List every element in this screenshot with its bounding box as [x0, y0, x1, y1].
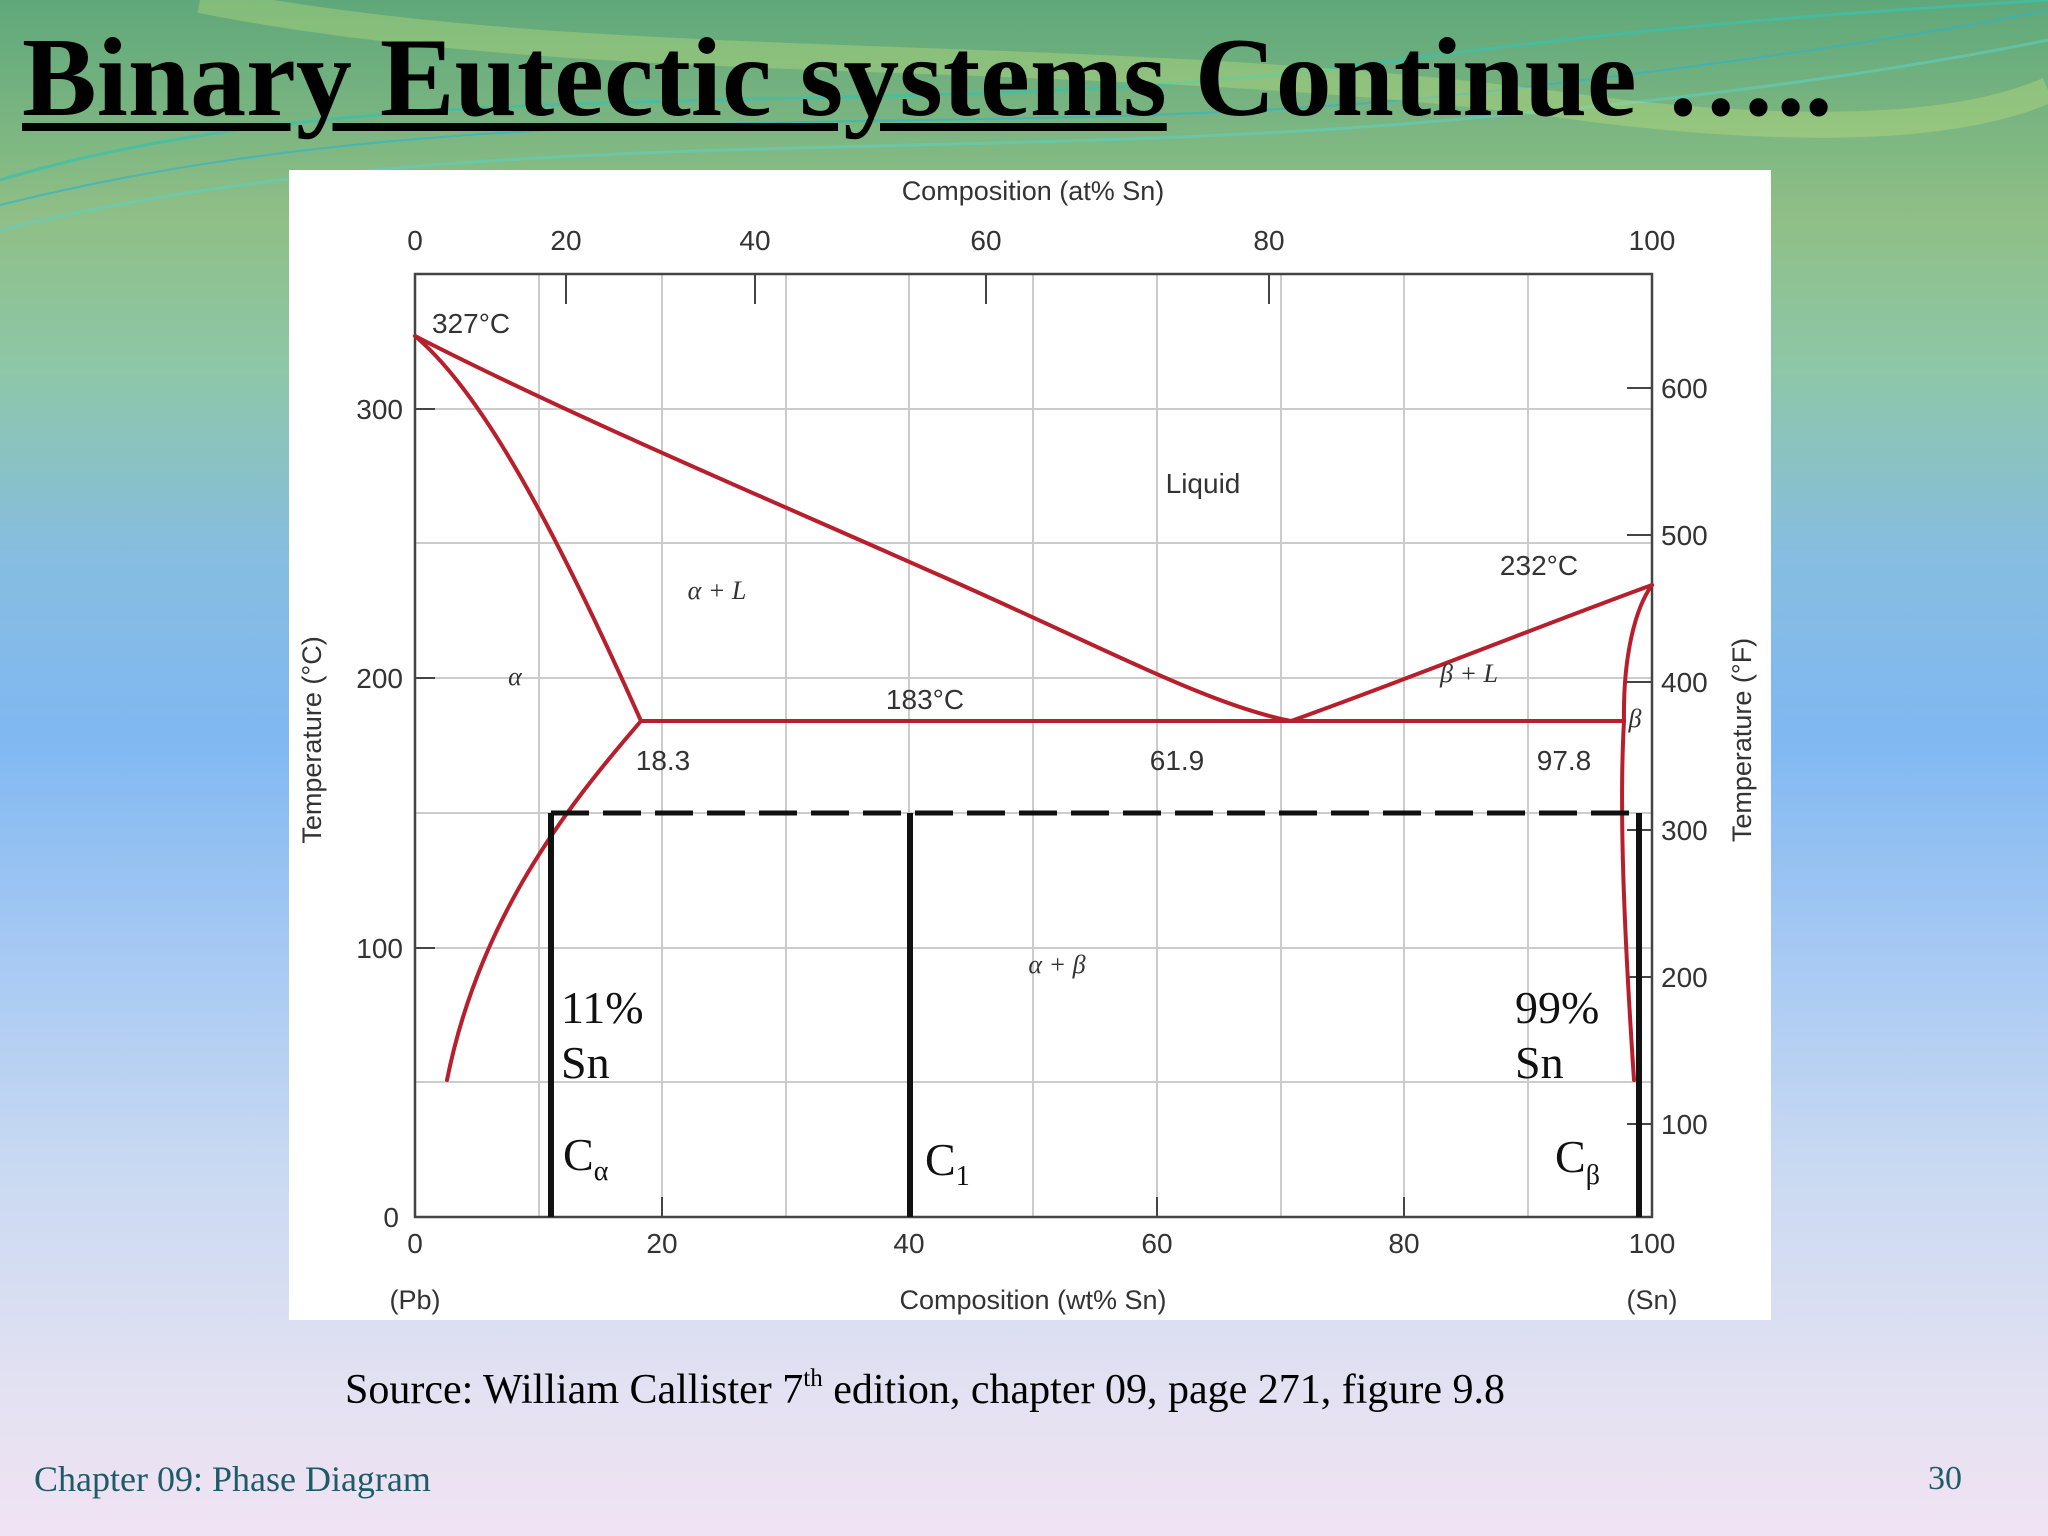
beta-limit-label: 97.8 [1537, 745, 1592, 776]
alpha-plus-liquid-label: α + L [688, 576, 747, 605]
top-tick-label: 20 [550, 225, 581, 256]
left-tick-label: 200 [356, 663, 403, 694]
right-tick-label: 200 [1661, 962, 1708, 993]
solvus-right [1620, 719, 1636, 1082]
liquid-region-label: Liquid [1166, 468, 1241, 499]
slide-title-rest: Continue ….. [1166, 16, 1833, 140]
top-tick-labels: 0 20 40 60 80 100 [407, 225, 1675, 256]
source-citation: Source: William Callister 7th edition, c… [345, 1366, 1505, 1414]
left-tick-label: 0 [383, 1202, 399, 1233]
bottom-tick-label: 20 [646, 1228, 677, 1259]
c-beta-percent: 99% [1515, 982, 1599, 1033]
eutectic-temp-label: 183°C [886, 684, 964, 715]
right-tick-label: 300 [1661, 815, 1708, 846]
c1-label: C1 [925, 1134, 970, 1192]
alpha-limit-label: 18.3 [636, 745, 691, 776]
top-tick-label: 40 [739, 225, 770, 256]
top-tick-label: 0 [407, 225, 423, 256]
bottom-tick-label: 40 [893, 1228, 924, 1259]
solidus-right [1621, 583, 1654, 723]
left-tick-label: 100 [356, 933, 403, 964]
right-tick-labels: 100 200 300 400 500 600 [1661, 373, 1708, 1140]
right-tick-label: 500 [1661, 520, 1708, 551]
top-tick-label: 100 [1629, 225, 1676, 256]
left-tick-labels: 0 100 200 300 [356, 394, 403, 1233]
c-alpha-percent: 11% [561, 982, 644, 1033]
solvus-left [445, 719, 643, 1082]
slide-title-underlined: Binary Eutectic systems [22, 16, 1167, 140]
alpha-region-label: α [508, 662, 523, 691]
bottom-tick-label: 0 [407, 1228, 423, 1259]
page-number: 30 [1928, 1460, 1962, 1497]
right-tick-label: 100 [1661, 1109, 1708, 1140]
c-alpha-label: Cα [563, 1129, 609, 1187]
beta-region-label: β [1628, 704, 1642, 733]
c-beta-label: Cβ [1555, 1131, 1600, 1191]
bottom-right-end-label: (Sn) [1626, 1285, 1677, 1315]
c-alpha-percent-element: Sn [561, 1037, 610, 1088]
grid-lines [415, 274, 1652, 1217]
right-tick-label: 600 [1661, 373, 1708, 404]
phase-boundaries [413, 334, 1654, 1082]
slide-title: Binary Eutectic systems Continue ….. [22, 22, 1833, 134]
source-superscript: th [803, 1365, 823, 1392]
solidus-left [413, 334, 643, 723]
alpha-plus-beta-label: α + β [1028, 950, 1085, 979]
top-axis-label: Composition (at% Sn) [902, 176, 1165, 206]
source-prefix: Source: William Callister 7 [345, 1367, 804, 1413]
sn-melting-label: 232°C [1500, 550, 1578, 581]
footer-chapter: Chapter 09: Phase Diagram [34, 1459, 431, 1499]
liquidus-left [413, 334, 1293, 723]
bottom-axis-label: Composition (wt% Sn) [899, 1285, 1166, 1315]
bottom-left-end-label: (Pb) [389, 1285, 440, 1315]
bottom-tick-label: 80 [1388, 1228, 1419, 1259]
phase-diagram-svg: Composition (at% Sn) 0 20 40 60 80 100 0… [297, 176, 1757, 1315]
left-axis-label: Temperature (°C) [297, 636, 327, 843]
c-beta-percent-element: Sn [1515, 1037, 1564, 1088]
bottom-tick-labels: 0 20 40 60 80 100 [407, 1228, 1675, 1259]
tie-line-group [548, 810, 1642, 1217]
beta-plus-liquid-label: β + L [1439, 659, 1498, 688]
bottom-tick-label: 60 [1141, 1228, 1172, 1259]
left-tick-label: 300 [356, 394, 403, 425]
bottom-tick-label: 100 [1629, 1228, 1676, 1259]
source-suffix: edition, chapter 09, page 271, figure 9.… [822, 1367, 1506, 1413]
top-tick-label: 60 [970, 225, 1001, 256]
right-axis-label: Temperature (°F) [1727, 638, 1757, 842]
top-tick-label: 80 [1253, 225, 1284, 256]
pb-melting-label: 327°C [432, 308, 510, 339]
plot-frame [413, 272, 1654, 1219]
eutectic-comp-label: 61.9 [1150, 745, 1205, 776]
right-tick-label: 400 [1661, 667, 1708, 698]
phase-diagram-figure: Composition (at% Sn) 0 20 40 60 80 100 0… [289, 170, 1771, 1320]
liquidus-right [1289, 583, 1654, 723]
